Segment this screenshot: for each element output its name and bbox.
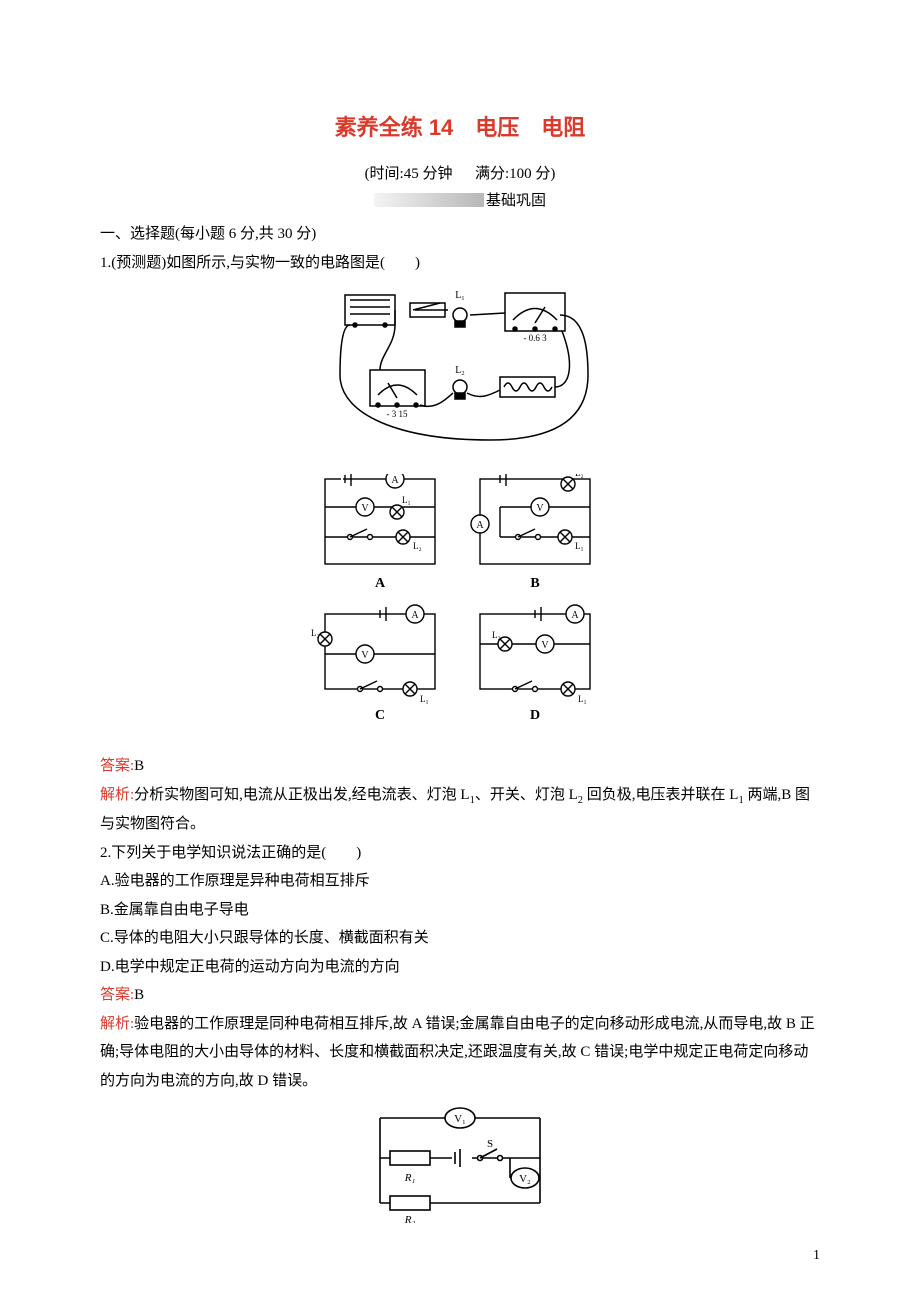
- q1-analysis-t1: 分析实物图可知,电流从正极出发,经电流表、灯泡 L: [134, 787, 469, 803]
- svg-text:L₁: L₁: [402, 495, 411, 505]
- q2-optB: B.金属靠自由电子导电: [100, 896, 820, 925]
- svg-text:- 3 15: - 3 15: [387, 409, 408, 419]
- svg-text:R₂: R₂: [404, 1214, 416, 1223]
- analysis-label: 解析:: [100, 1016, 134, 1032]
- q1-analysis: 解析:分析实物图可知,电流从正极出发,经电流表、灯泡 L1、开关、灯泡 L2 回…: [100, 781, 820, 839]
- svg-text:L₂: L₂: [575, 474, 584, 478]
- time-label: (时间:45 分钟: [365, 166, 453, 182]
- q2-answer: 答案:B: [100, 981, 820, 1010]
- section-bar-row: 基础巩固: [100, 189, 820, 210]
- svg-text:B: B: [530, 576, 539, 591]
- svg-text:- 0.6 3: - 0.6 3: [523, 333, 547, 343]
- q2-stem: 2.下列关于电学知识说法正确的是( ): [100, 839, 820, 868]
- svg-text:V₂: V₂: [519, 1173, 531, 1185]
- q2-optD: D.电学中规定正电荷的运动方向为电流的方向: [100, 953, 820, 982]
- page-title: 素养全练 14 电压 电阻: [100, 110, 820, 142]
- section-bar-gradient: [374, 193, 484, 207]
- section-bar-label: 基础巩固: [486, 189, 546, 210]
- svg-text:L₂: L₂: [492, 630, 501, 640]
- svg-text:S: S: [487, 1138, 493, 1150]
- svg-text:V: V: [541, 640, 549, 651]
- svg-text:L₁: L₁: [578, 694, 587, 704]
- svg-text:V: V: [536, 503, 544, 514]
- answer-label: 答案:: [100, 987, 134, 1003]
- svg-text:V₁: V₁: [454, 1113, 466, 1125]
- answer-label: 答案:: [100, 758, 134, 774]
- svg-text:L₂: L₂: [455, 365, 465, 376]
- q2-optA: A.验电器的工作原理是异种电荷相互排斥: [100, 867, 820, 896]
- q1-answer-value: B: [134, 758, 144, 774]
- meta-row: (时间:45 分钟 满分:100 分): [100, 162, 820, 183]
- analysis-label: 解析:: [100, 787, 134, 803]
- section1-header: 一、选择题(每小题 6 分,共 30 分): [100, 220, 820, 249]
- svg-text:L₂: L₂: [413, 541, 422, 551]
- page-number: 1: [813, 1248, 820, 1264]
- svg-text:C: C: [375, 708, 385, 723]
- svg-text:A: A: [391, 475, 399, 486]
- svg-text:L₂: L₂: [311, 628, 320, 638]
- q2-analysis-text: 验电器的工作原理是同种电荷相互排斥,故 A 错误;金属靠自由电子的定向移动形成电…: [100, 1016, 815, 1089]
- svg-text:A: A: [375, 576, 386, 591]
- svg-text:L₁: L₁: [420, 694, 429, 704]
- q2-answer-value: B: [134, 987, 144, 1003]
- q1-figure-options: A V L₁ L: [100, 474, 820, 745]
- q1-analysis-t2: 、开关、灯泡 L: [475, 787, 578, 803]
- q1-answer: 答案:B: [100, 752, 820, 781]
- q1-stem: 1.(预测题)如图所示,与实物一致的电路图是( ): [100, 249, 820, 278]
- q1-analysis-t3: 回负极,电压表并联在: [583, 787, 726, 803]
- svg-text:V: V: [361, 650, 369, 661]
- svg-text:A: A: [571, 610, 579, 621]
- svg-text:A: A: [476, 520, 484, 531]
- q2-analysis: 解析:验电器的工作原理是同种电荷相互排斥,故 A 错误;金属靠自由电子的定向移动…: [100, 1010, 820, 1096]
- score-label: 满分:100 分): [475, 166, 555, 182]
- q2-optC: C.导体的电阻大小只跟导体的长度、横截面积有关: [100, 924, 820, 953]
- svg-text:R₁: R₁: [404, 1172, 416, 1184]
- q3-figure: V₁ R₁ S: [100, 1103, 820, 1234]
- svg-text:A: A: [411, 610, 419, 621]
- q1-figure-physical: L₁ - 0.6 3: [100, 285, 820, 466]
- svg-text:V: V: [361, 503, 369, 514]
- svg-text:L₁: L₁: [455, 290, 465, 301]
- q2-choices: A.验电器的工作原理是异种电荷相互排斥 B.金属靠自由电子导电 C.导体的电阻大…: [100, 867, 820, 981]
- svg-text:D: D: [530, 708, 540, 723]
- svg-text:L₁: L₁: [575, 541, 584, 551]
